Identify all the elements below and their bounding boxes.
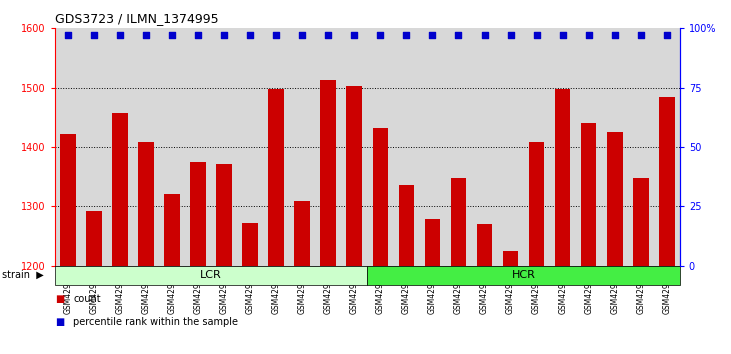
Bar xyxy=(367,266,680,285)
Point xyxy=(219,33,230,38)
Point xyxy=(557,33,569,38)
Text: GSM429936: GSM429936 xyxy=(558,268,567,314)
Bar xyxy=(477,224,492,266)
Bar xyxy=(164,194,180,266)
Bar xyxy=(320,80,336,266)
Bar xyxy=(581,123,596,266)
Bar xyxy=(295,201,310,266)
Bar xyxy=(138,142,154,266)
Point xyxy=(504,33,516,38)
Point xyxy=(140,33,152,38)
Bar xyxy=(398,185,414,266)
Bar xyxy=(216,164,232,266)
Point xyxy=(427,33,439,38)
Bar xyxy=(659,97,675,266)
Text: LCR: LCR xyxy=(200,270,222,280)
Point xyxy=(62,33,74,38)
Text: GSM429933: GSM429933 xyxy=(219,268,229,314)
Point xyxy=(635,33,647,38)
Point xyxy=(114,33,126,38)
Bar xyxy=(55,266,367,285)
Bar xyxy=(373,128,388,266)
Point xyxy=(583,33,594,38)
Text: GSM429928: GSM429928 xyxy=(454,268,463,314)
Point xyxy=(296,33,308,38)
Point xyxy=(374,33,386,38)
Text: ■: ■ xyxy=(55,317,64,327)
Text: GDS3723 / ILMN_1374995: GDS3723 / ILMN_1374995 xyxy=(55,12,219,25)
Bar xyxy=(242,223,258,266)
Bar xyxy=(450,178,466,266)
Text: GSM429920: GSM429920 xyxy=(376,268,385,314)
Text: GSM429944: GSM429944 xyxy=(662,268,671,314)
Point xyxy=(609,33,621,38)
Text: GSM429934: GSM429934 xyxy=(246,268,254,314)
Text: GSM429939: GSM429939 xyxy=(584,268,593,314)
Text: GSM429929: GSM429929 xyxy=(167,268,176,314)
Bar xyxy=(268,89,284,266)
Point xyxy=(270,33,282,38)
Text: GSM429926: GSM429926 xyxy=(142,268,151,314)
Text: GSM429923: GSM429923 xyxy=(64,268,72,314)
Point xyxy=(244,33,256,38)
Bar xyxy=(529,142,545,266)
Bar xyxy=(633,178,648,266)
Text: GSM429935: GSM429935 xyxy=(532,268,541,314)
Point xyxy=(192,33,204,38)
Text: GSM429930: GSM429930 xyxy=(194,268,202,314)
Text: GSM429941: GSM429941 xyxy=(324,268,333,314)
Text: ■: ■ xyxy=(55,294,64,304)
Point xyxy=(531,33,542,38)
Text: count: count xyxy=(73,294,101,304)
Bar xyxy=(425,219,440,266)
Text: GSM429940: GSM429940 xyxy=(610,268,619,314)
Text: GSM429942: GSM429942 xyxy=(350,268,359,314)
Text: GSM429943: GSM429943 xyxy=(636,268,645,314)
Text: GSM429924: GSM429924 xyxy=(89,268,99,314)
Text: GSM429938: GSM429938 xyxy=(298,268,307,314)
Text: GSM429937: GSM429937 xyxy=(272,268,281,314)
Bar xyxy=(60,134,75,266)
Bar xyxy=(86,211,102,266)
Bar xyxy=(112,113,128,266)
Text: strain  ▶: strain ▶ xyxy=(2,270,44,280)
Point xyxy=(661,33,673,38)
Bar xyxy=(190,162,206,266)
Text: GSM429927: GSM429927 xyxy=(428,268,437,314)
Point xyxy=(88,33,99,38)
Point xyxy=(401,33,412,38)
Bar xyxy=(607,132,623,266)
Text: percentile rank within the sample: percentile rank within the sample xyxy=(73,317,238,327)
Text: GSM429922: GSM429922 xyxy=(402,268,411,314)
Bar xyxy=(555,89,570,266)
Text: HCR: HCR xyxy=(512,270,536,280)
Bar xyxy=(346,86,362,266)
Text: GSM429925: GSM429925 xyxy=(115,268,124,314)
Point xyxy=(349,33,360,38)
Bar xyxy=(503,251,518,266)
Point xyxy=(322,33,334,38)
Point xyxy=(452,33,464,38)
Point xyxy=(166,33,178,38)
Point xyxy=(479,33,491,38)
Text: GSM429931: GSM429931 xyxy=(480,268,489,314)
Text: GSM429932: GSM429932 xyxy=(506,268,515,314)
